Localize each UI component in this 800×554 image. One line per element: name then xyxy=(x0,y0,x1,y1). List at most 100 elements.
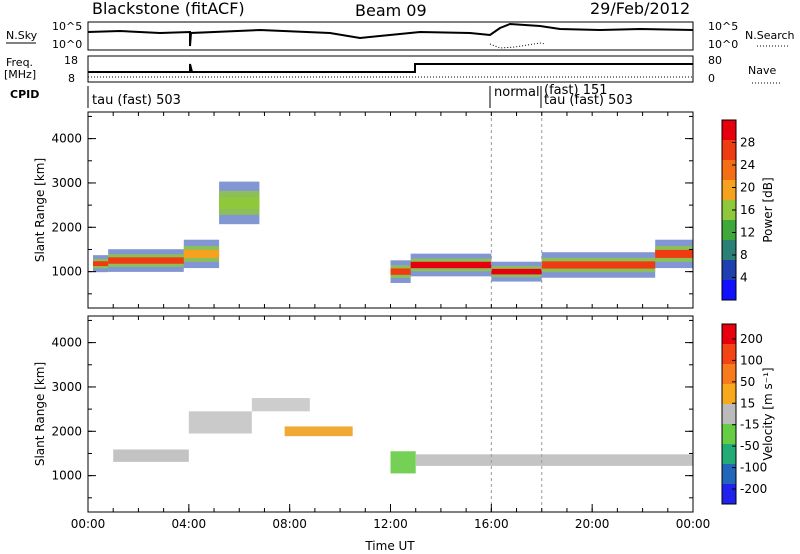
colorbar-tick-label: 16 xyxy=(740,203,755,217)
velocity-ylabel: Slant Range [km] xyxy=(33,362,47,466)
cpid-segment-2: normal xyxy=(494,85,540,100)
freq-panel-frame xyxy=(87,55,694,83)
power-yticks: 1000 2000 3000 4000 xyxy=(51,115,693,295)
nave-label: Nave xyxy=(748,64,776,77)
colorbar-tick-label: 20 xyxy=(740,181,755,195)
velocity-plot-bg xyxy=(88,316,693,512)
colorbar-swatch xyxy=(722,464,736,484)
colorbar-swatch xyxy=(722,200,736,220)
freq-label: Freq. xyxy=(6,56,33,69)
power-echo-layer xyxy=(93,112,693,308)
nsearch-trace xyxy=(489,42,546,49)
power-echo-core xyxy=(655,249,693,258)
y-tick-label: 2000 xyxy=(51,424,82,438)
cpid-segment-1: tau (fast) 503 xyxy=(92,93,181,108)
beam-title: Beam 09 xyxy=(355,1,427,20)
velocity-xticks: 00:00 04:00 08:00 12:00 16:00 20:00 00:00 xyxy=(71,112,711,531)
power-echo-core xyxy=(219,196,260,209)
colorbar-tick-label: 50 xyxy=(740,375,755,389)
power-echo-core xyxy=(183,249,220,258)
nave-tick-bottom: 0 xyxy=(708,72,715,85)
colorbar-tick-label: 4 xyxy=(740,271,748,285)
velocity-xlabel: Time UT xyxy=(364,539,415,553)
velocity-colorbar: 200 100 50 15 -15 -50 -100 -200 xyxy=(721,323,767,505)
nsky-tick-top: 10^5 xyxy=(52,20,82,33)
colorbar-swatch xyxy=(722,140,736,160)
nsky-tick-bottom: 10^0 xyxy=(52,38,82,51)
velocity-echo-band xyxy=(188,411,252,434)
noise-panel-frame xyxy=(87,21,694,51)
colorbar-tick-label: 100 xyxy=(740,353,763,367)
colorbar-swatch xyxy=(722,180,736,200)
colorbar-swatch xyxy=(722,384,736,404)
velocity-echo-band xyxy=(415,454,693,466)
colorbar-tick-label: 8 xyxy=(740,248,748,262)
cpid-segment-4: tau (fast) 503 xyxy=(544,93,633,108)
x-tick-label: 04:00 xyxy=(172,517,207,531)
nsearch-tick-bottom: 10^0 xyxy=(708,38,738,51)
cpid-panel: CPID tau (fast) 503 normal (fast) 151 ta… xyxy=(10,83,633,108)
y-tick-label: 4000 xyxy=(51,336,82,350)
colorbar-swatch xyxy=(722,260,736,280)
y-tick-label: 1000 xyxy=(51,469,82,483)
x-tick-label: 12:00 xyxy=(373,517,408,531)
freq-tick-bottom: 8 xyxy=(68,72,75,85)
noise-panel: N.Sky 10^5 10^0 10^5 10^0 N.Search xyxy=(6,20,795,51)
power-ylabel: Slant Range [km] xyxy=(33,158,47,262)
x-tick-label: 00:00 xyxy=(71,517,106,531)
colorbar-swatch xyxy=(722,160,736,180)
colorbar-frame xyxy=(721,323,737,505)
colorbar-swatch xyxy=(722,120,736,140)
y-tick-label: 4000 xyxy=(51,132,82,146)
colorbar-swatch xyxy=(722,484,736,504)
colorbar-swatch xyxy=(722,364,736,384)
y-tick-label: 3000 xyxy=(51,380,82,394)
velocity-echo-band xyxy=(390,451,416,474)
cpid-label: CPID xyxy=(10,88,39,101)
freq-tick-top: 18 xyxy=(64,54,78,67)
velocity-yticks: 1000 2000 3000 4000 xyxy=(51,319,693,499)
nsearch-tick-top: 10^5 xyxy=(708,20,738,33)
velocity-echo-band xyxy=(113,449,189,462)
colorbar-tick-label: -50 xyxy=(740,439,760,453)
power-echo-core xyxy=(93,261,109,267)
colorbar-tick-label: 12 xyxy=(740,226,755,240)
colorbar-tick-label: -15 xyxy=(740,418,760,432)
freq-panel: Freq. [MHz] 18 8 80 0 Nave xyxy=(4,54,780,85)
freq-unit-label: [MHz] xyxy=(4,68,36,81)
x-tick-label: 16:00 xyxy=(474,517,509,531)
colorbar-tick-label: 15 xyxy=(740,396,755,410)
x-tick-label: 00:00 xyxy=(676,517,711,531)
colorbar-tick-label: 200 xyxy=(740,332,763,346)
colorbar-tick-label: 28 xyxy=(740,136,755,150)
power-colorbar-label: Power [dB] xyxy=(761,177,775,242)
velocity-echo-band xyxy=(251,398,310,412)
colorbar-swatch xyxy=(722,404,736,424)
power-colorbar: 4 8 12 16 20 24 28 xyxy=(721,119,755,301)
colorbar-swatch xyxy=(722,444,736,464)
x-tick-label: 08:00 xyxy=(272,517,307,531)
velocity-panel: 1000 2000 3000 4000 00:00 04:00 08:00 12:00 16:… xyxy=(33,112,710,553)
nsky-trace xyxy=(87,22,694,47)
y-tick-label: 1000 xyxy=(51,265,82,279)
power-echo-core xyxy=(491,268,542,275)
freq-trace xyxy=(88,63,693,73)
velocity-echo-band xyxy=(284,426,353,437)
colorbar-swatch xyxy=(722,424,736,444)
nsearch-label: N.Search xyxy=(745,29,795,42)
colorbar-tick-label: -200 xyxy=(740,482,767,496)
colorbar-swatch xyxy=(722,344,736,364)
colorbar-swatch xyxy=(722,220,736,240)
velocity-echo-layer xyxy=(113,316,693,512)
velocity-colorbar-label: Velocity [m s⁻¹] xyxy=(761,367,775,460)
power-echo-core xyxy=(390,268,411,275)
colorbar-swatch xyxy=(722,280,736,300)
nave-tick-top: 80 xyxy=(708,54,722,67)
colorbar-swatch xyxy=(722,324,736,344)
colorbar-tick-label: 24 xyxy=(740,158,755,172)
power-panel: 1000 2000 3000 4000 Slant Range [km] xyxy=(33,111,694,309)
cpid-segment-3: (fast) 151 xyxy=(544,83,608,98)
power-echo-core xyxy=(541,261,656,269)
y-tick-label: 2000 xyxy=(51,220,82,234)
